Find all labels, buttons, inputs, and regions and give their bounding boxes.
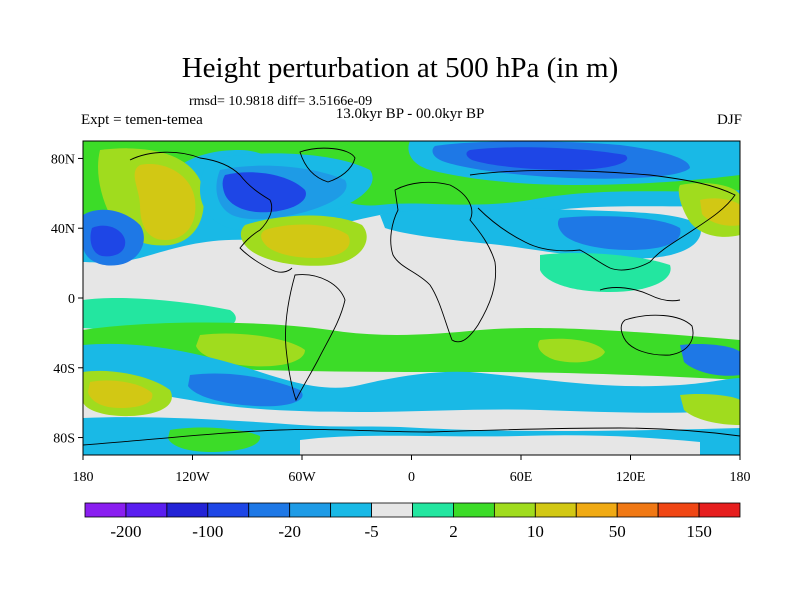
antarctic-neutral xyxy=(300,435,700,455)
eurasia-negative-core xyxy=(466,147,628,170)
colorbar-swatch xyxy=(534,502,577,518)
sh-yellowgreen-2 xyxy=(538,338,605,363)
colorbar-swatch xyxy=(248,502,291,518)
lon-tick-label: 0 xyxy=(408,470,415,485)
s-indian-negative-core xyxy=(680,343,740,376)
tropical-green-1 xyxy=(540,253,671,292)
na-negative-core xyxy=(222,172,306,213)
stats-label: rmsd= 10.9818 diff= 3.5166e-09 xyxy=(189,94,373,109)
atlantic-positive-core xyxy=(261,224,350,258)
colorbar-swatch xyxy=(575,502,618,518)
coast-maritime xyxy=(599,287,681,302)
longitude-axis: 180 120W 60W 0 60E 120E 180 xyxy=(73,455,751,485)
coast-north-america xyxy=(129,151,293,273)
coast-australia xyxy=(620,314,694,356)
lat-tick-label: 80N xyxy=(51,152,75,167)
colorbar-label: 50 xyxy=(609,522,626,541)
colorbar-label: -5 xyxy=(364,522,378,541)
lat-tick-label: 80S xyxy=(53,432,75,447)
lon-tick-label: 60E xyxy=(510,470,533,485)
alaska-positive xyxy=(134,164,196,240)
season-label: DJF xyxy=(716,112,742,128)
lat-tick-label: 40S xyxy=(53,362,75,377)
ne-pacific-core xyxy=(90,225,126,257)
colorbar-swatch xyxy=(289,502,332,518)
colorbar-label: 2 xyxy=(449,522,458,541)
colorbar-swatch xyxy=(493,502,536,518)
coast-africa-europe xyxy=(390,181,497,343)
latitude-axis: 80N 40N 0 40S 80S xyxy=(51,152,83,447)
colorbar-label: -200 xyxy=(110,522,141,541)
colorbar-swatch xyxy=(698,502,741,518)
colorbar-label: 10 xyxy=(527,522,544,541)
colorbar-swatch xyxy=(412,502,454,518)
asia-negative-core xyxy=(557,216,681,250)
colorbar-swatch xyxy=(453,502,495,518)
colorbar: -200 -100 -20 -5 2 10 50 150 xyxy=(84,502,741,541)
colorbar-swatch xyxy=(84,502,127,518)
colorbar-label: 150 xyxy=(686,522,712,541)
colorbar-swatch xyxy=(125,502,168,518)
coast-greenland xyxy=(299,147,356,183)
coast-asia xyxy=(469,170,736,271)
s-pacific-negative-core xyxy=(188,373,303,407)
s-pacific-positive-core xyxy=(88,380,153,408)
lon-tick-label: 180 xyxy=(73,470,94,485)
coast-antarctica xyxy=(83,427,740,446)
antarctic-green xyxy=(168,427,261,452)
lat-tick-label: 40N xyxy=(51,222,75,237)
coast-south-america xyxy=(285,274,346,402)
contour-field xyxy=(83,141,740,455)
colorbar-swatch xyxy=(657,502,700,518)
lon-tick-label: 180 xyxy=(730,470,751,485)
colorbar-label: -20 xyxy=(278,522,301,541)
colorbar-swatch xyxy=(371,502,413,518)
period-label: 13.0kyr BP - 00.0kyr BP xyxy=(335,106,485,122)
coastlines xyxy=(83,147,740,446)
lon-tick-label: 120W xyxy=(175,470,210,485)
experiment-label: Expt = temen-temea xyxy=(81,112,203,128)
lon-tick-label: 60W xyxy=(288,470,316,485)
sh-far-pacific-positive xyxy=(680,393,740,425)
lat-tick-label: 0 xyxy=(68,292,75,307)
map-title: Height perturbation at 500 hPa (in m) xyxy=(181,52,619,84)
sh-yellowgreen-1 xyxy=(196,333,305,367)
colorbar-swatch xyxy=(207,502,250,518)
colorbar-swatch xyxy=(330,502,372,518)
colorbar-swatch xyxy=(616,502,659,518)
colorbar-swatch xyxy=(166,502,209,518)
colorbar-label: -100 xyxy=(192,522,223,541)
lon-tick-label: 120E xyxy=(616,470,646,485)
